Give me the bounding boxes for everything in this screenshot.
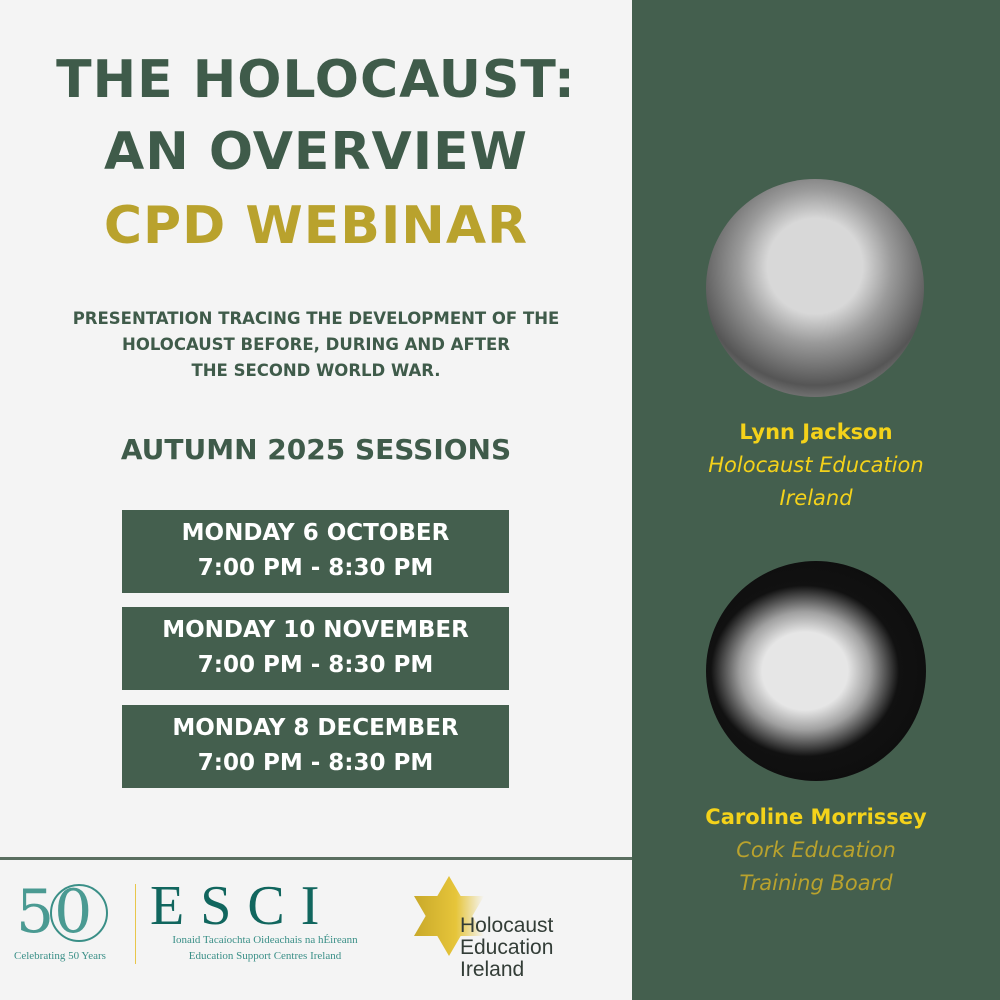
description-line: HOLOCAUST BEFORE, DURING AND AFTER [122,335,510,354]
right-panel [632,0,1000,1000]
spiral-emblem-icon [50,884,108,942]
session-time: 7:00 PM - 8:30 PM [197,750,434,776]
session-date: MONDAY 8 DECEMBER [172,715,459,741]
speaker-org: Training Board [739,871,893,895]
esci-english-name: Education Support Centres Ireland [188,950,342,962]
hei-line: Education [460,936,554,959]
star-of-david-icon [414,876,484,956]
session-date: MONDAY 6 OCTOBER [181,520,450,546]
description-line: THE SECOND WORLD WAR. [191,361,441,380]
speaker-1: Lynn Jackson Holocaust Education Ireland [632,416,1000,515]
speaker-name: Lynn Jackson [739,420,893,444]
title-line-2: AN OVERVIEW [104,122,528,182]
session-box: MONDAY 10 NOVEMBER 7:00 PM - 8:30 PM [122,607,509,690]
speaker-org: Cork Education [736,838,896,862]
speaker-org: Holocaust Education [708,453,924,477]
speaker-photo-lynn-jackson [706,179,924,397]
esci-irish-name: Ionaid Tacaíochta Oideachais na hÉireann [172,934,358,946]
session-time: 7:00 PM - 8:30 PM [197,652,434,678]
session-box: MONDAY 6 OCTOBER 7:00 PM - 8:30 PM [122,510,509,593]
hei-line: Ireland [460,958,525,981]
session-box: MONDAY 8 DECEMBER 7:00 PM - 8:30 PM [122,705,509,788]
logo-separator [135,884,136,964]
description-line: PRESENTATION TRACING THE DEVELOPMENT OF … [72,309,560,328]
description: PRESENTATION TRACING THE DEVELOPMENT OF … [0,306,632,384]
speaker-org: Ireland [779,486,853,510]
esci-wordmark: ESCI [150,875,336,937]
title-line-1: THE HOLOCAUST: [56,50,576,110]
divider [0,857,632,860]
left-panel [0,0,632,1000]
session-date: MONDAY 10 NOVEMBER [162,617,469,643]
esci-celebrating: Celebrating 50 Years [14,950,106,962]
sessions-heading: AUTUMN 2025 SESSIONS [120,433,512,466]
speaker-2: Caroline Morrissey Cork Education Traini… [632,801,1000,900]
speaker-name: Caroline Morrissey [705,805,927,829]
speaker-photo-caroline-morrissey [706,561,926,781]
title-line-3: CPD WEBINAR [103,196,529,256]
session-time: 7:00 PM - 8:30 PM [197,555,434,581]
hei-wordmark: Holocaust Education Ireland [460,915,553,981]
hei-line: Holocaust [460,914,554,937]
